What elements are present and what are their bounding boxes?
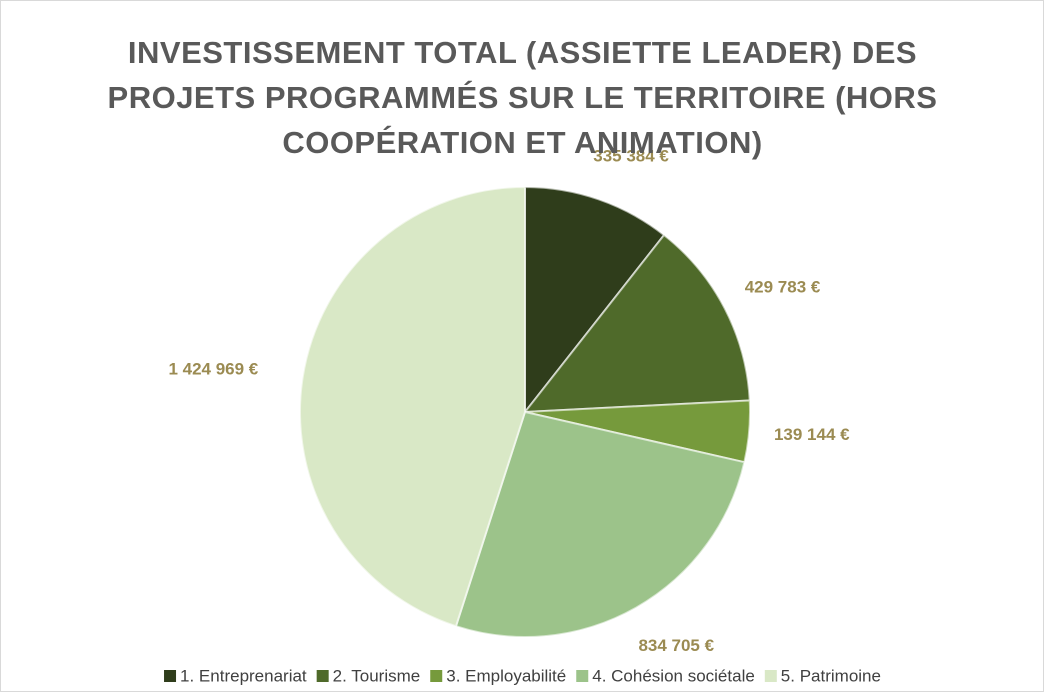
legend-label: 5. Patrimoine — [781, 666, 881, 685]
legend-label: 3. Employabilité — [446, 666, 566, 685]
legend-swatch — [764, 670, 777, 682]
legend-swatch — [430, 670, 443, 682]
legend-swatch — [164, 670, 177, 682]
legend-swatch — [576, 670, 589, 682]
chart-title: INVESTISSEMENT TOTAL (ASSIETTE LEADER) D… — [107, 35, 938, 160]
legend-label: 1. Entreprenariat — [180, 666, 307, 685]
legend-label: 4. Cohésion sociétale — [592, 666, 755, 685]
data-label: 1 424 969 € — [168, 360, 258, 379]
legend-swatch — [316, 670, 329, 682]
data-label: 429 783 € — [745, 277, 821, 296]
data-label: 335 384 € — [593, 146, 669, 165]
pie-slice — [299, 185, 526, 628]
data-label: 139 144 € — [774, 425, 850, 444]
data-label: 834 705 € — [638, 636, 714, 655]
pie-slice — [524, 185, 666, 415]
legend-label: 2. Tourisme — [333, 666, 421, 685]
pie-slice — [522, 233, 751, 414]
pie-slice — [454, 410, 746, 638]
